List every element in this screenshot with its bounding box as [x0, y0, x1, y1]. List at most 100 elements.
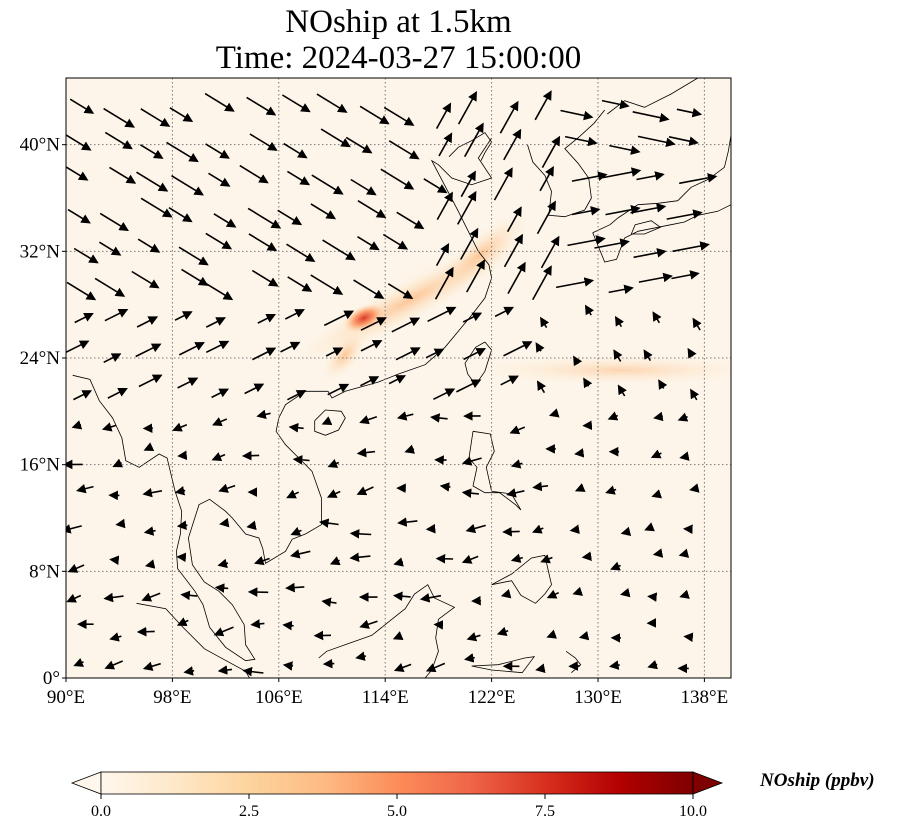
wind-arrow [323, 310, 355, 327]
wind-arrow [388, 140, 420, 160]
wind-arrow [199, 279, 234, 301]
wind-arrow [104, 308, 129, 322]
wind-arrow [633, 248, 667, 259]
wind-arrow [180, 590, 198, 601]
wind-arrow [353, 279, 385, 299]
wind-arrow [205, 340, 230, 354]
wind-arrow [391, 317, 421, 333]
wind-arrow [647, 592, 658, 602]
wind-arrow [677, 412, 689, 422]
wind-arrow [496, 626, 509, 636]
lon-tick-labels: 90°E 98°E 106°E 114°E 122°E 130°E 138°E [47, 678, 728, 708]
wind-arrow [246, 96, 277, 116]
colorbar-extend-low [70, 771, 102, 795]
wind-arrow [205, 317, 226, 328]
wind-arrow [607, 411, 619, 421]
wind-arrow [383, 106, 415, 126]
wind-arrow [214, 583, 229, 593]
wind-arrow [555, 277, 595, 289]
wind-arrow [66, 524, 82, 534]
wind-arrow [292, 455, 310, 465]
lat-tick-label: 0° [43, 668, 60, 689]
wind-arrow [281, 94, 311, 113]
wind-arrow [502, 526, 520, 537]
wind-arrow [360, 317, 387, 331]
wind-arrow [287, 276, 313, 292]
coastline-segment [592, 134, 731, 263]
wind-arrow [535, 663, 546, 673]
wind-arrow [614, 315, 625, 328]
lon-tick-label: 90°E [47, 687, 85, 708]
wind-arrow [69, 98, 95, 114]
colorbar-tick-label: 10.0 [679, 803, 707, 820]
wind-arrow [653, 411, 664, 422]
colorbar-tick-label: 7.5 [535, 803, 555, 820]
lat-tick-labels: 0° 8°N 16°N 24°N 32°N 40°N [20, 135, 66, 689]
wind-arrow [137, 238, 161, 253]
map-frame [65, 77, 732, 679]
wind-arrow [217, 665, 233, 675]
wind-arrow [247, 207, 282, 229]
colorbar: 0.0 2.5 5.0 7.5 10.0 [70, 771, 724, 820]
wind-arrow [355, 651, 367, 661]
wind-arrow [109, 555, 120, 566]
wind-arrow [572, 586, 583, 596]
wind-arrow [360, 376, 380, 387]
wind-arrow [357, 200, 387, 219]
wind-arrow [464, 122, 484, 158]
wind-arrow [651, 489, 662, 499]
lon-tick-label: 138°E [681, 687, 729, 708]
wind-arrow [139, 144, 164, 159]
wind-arrow [109, 166, 137, 184]
wind-arrow [205, 232, 233, 250]
wind-arrow [98, 241, 122, 256]
wind-arrow [602, 167, 642, 179]
wind-arrow [613, 349, 623, 362]
wind-arrow [66, 593, 82, 603]
wind-arrow [647, 659, 658, 670]
wind-arrow [425, 348, 445, 359]
colorbar-ticks: 0.0 2.5 5.0 7.5 10.0 [91, 794, 707, 820]
plume-north [432, 214, 528, 296]
wind-arrow [460, 170, 476, 198]
wind-arrow [466, 632, 481, 642]
wind-arrow [427, 306, 457, 323]
wind-arrow [503, 128, 522, 161]
wind-arrow [638, 272, 673, 283]
wind-arrow [183, 666, 195, 676]
coastline-segment [464, 341, 493, 386]
wind-arrow [439, 482, 451, 492]
wind-arrow [252, 347, 277, 361]
wind-arrow [136, 171, 169, 192]
ship-track-band [480, 356, 731, 384]
wind-arrow [349, 529, 372, 539]
wind-arrow [382, 233, 409, 250]
wind-arrow [672, 241, 710, 253]
wind-arrow [430, 413, 448, 423]
wind-arrow [213, 213, 237, 228]
wind-arrow [494, 306, 515, 318]
wind-arrow [94, 277, 126, 297]
wind-arrow [257, 313, 277, 324]
wind-arrow [466, 259, 485, 293]
map-title-line2: Time: 2024-03-27 15:00:00 [215, 40, 582, 76]
wind-arrow [658, 379, 668, 390]
wind-arrow [541, 135, 561, 168]
wind-arrow [404, 444, 416, 454]
wind-arrow [360, 340, 383, 352]
wind-arrow [460, 227, 479, 260]
wind-arrow [174, 486, 186, 496]
lon-tick-label: 122°E [468, 687, 516, 708]
wind-arrow [539, 166, 554, 192]
lat-tick-label: 24°N [20, 348, 61, 369]
wind-arrow [463, 348, 487, 361]
wind-arrow [392, 631, 404, 640]
colorbar-gradient [100, 771, 694, 795]
wind-arrow [380, 168, 415, 190]
wind-arrow [637, 135, 676, 148]
wind-arrow [493, 167, 513, 201]
wind-arrow [462, 312, 483, 323]
wind-arrow [290, 549, 311, 559]
wind-arrow [601, 99, 630, 110]
wind-arrow [169, 107, 194, 123]
